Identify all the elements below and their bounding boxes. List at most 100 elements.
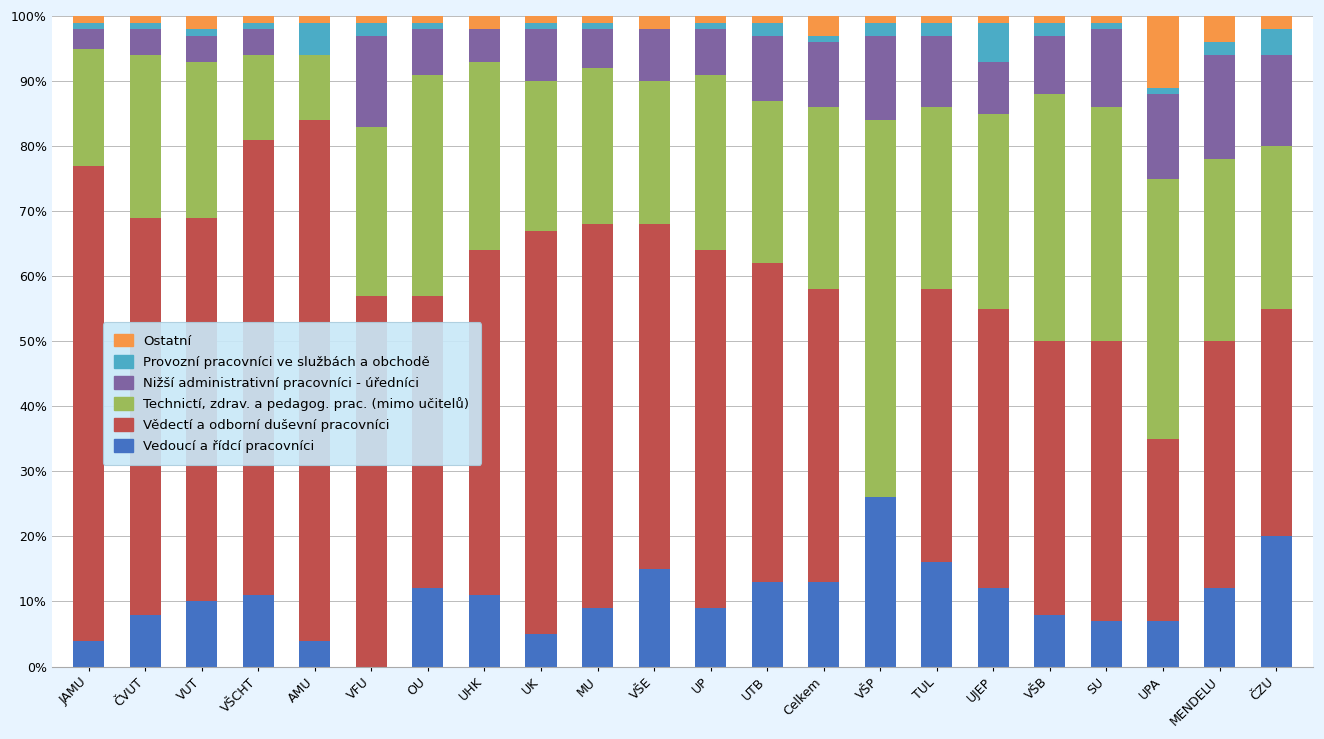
Bar [1034, 94, 1066, 341]
Bar [1034, 341, 1066, 615]
Bar [412, 16, 444, 23]
Bar [922, 35, 952, 107]
Bar [73, 23, 105, 29]
Bar [695, 16, 726, 23]
Bar [865, 497, 896, 667]
Bar [752, 35, 782, 101]
Bar [583, 608, 613, 667]
Bar [808, 16, 839, 35]
Bar [73, 166, 105, 641]
Bar [1034, 615, 1066, 667]
Bar [187, 602, 217, 667]
Bar [752, 582, 782, 667]
Bar [1204, 16, 1235, 42]
Bar [130, 16, 160, 23]
Bar [187, 35, 217, 61]
Bar [1091, 621, 1121, 667]
Bar [1260, 29, 1292, 55]
Bar [130, 23, 160, 29]
Bar [299, 55, 331, 120]
Bar [356, 16, 387, 23]
Bar [695, 608, 726, 667]
Bar [583, 224, 613, 608]
Bar [1260, 16, 1292, 29]
Bar [922, 562, 952, 667]
Bar [1204, 42, 1235, 55]
Bar [526, 231, 556, 634]
Bar [412, 23, 444, 29]
Bar [1148, 179, 1178, 439]
Bar [695, 251, 726, 608]
Bar [469, 29, 500, 61]
Bar [526, 81, 556, 231]
Bar [583, 29, 613, 68]
Bar [412, 588, 444, 667]
Bar [299, 641, 331, 667]
Bar [299, 120, 331, 641]
Bar [1034, 35, 1066, 94]
Bar [695, 29, 726, 75]
Bar [130, 29, 160, 55]
Bar [242, 595, 274, 667]
Bar [356, 23, 387, 35]
Bar [695, 75, 726, 251]
Bar [1091, 107, 1121, 341]
Bar [356, 296, 387, 667]
Bar [1204, 159, 1235, 341]
Bar [865, 16, 896, 23]
Bar [469, 595, 500, 667]
Bar [73, 16, 105, 23]
Bar [1204, 588, 1235, 667]
Bar [583, 68, 613, 224]
Bar [808, 107, 839, 289]
Bar [583, 23, 613, 29]
Bar [865, 120, 896, 497]
Bar [469, 61, 500, 251]
Bar [865, 23, 896, 35]
Bar [978, 588, 1009, 667]
Bar [808, 35, 839, 42]
Bar [978, 114, 1009, 309]
Bar [978, 23, 1009, 61]
Bar [1204, 55, 1235, 159]
Bar [242, 140, 274, 595]
Bar [1260, 537, 1292, 667]
Bar [299, 16, 331, 23]
Bar [526, 16, 556, 23]
Bar [299, 23, 331, 55]
Bar [1260, 309, 1292, 537]
Bar [978, 16, 1009, 23]
Bar [808, 289, 839, 582]
Bar [808, 42, 839, 107]
Bar [865, 35, 896, 120]
Bar [130, 218, 160, 615]
Bar [526, 29, 556, 81]
Bar [922, 107, 952, 289]
Bar [1260, 146, 1292, 309]
Bar [130, 615, 160, 667]
Bar [1148, 439, 1178, 621]
Bar [638, 224, 670, 569]
Bar [1034, 23, 1066, 35]
Bar [526, 634, 556, 667]
Bar [242, 29, 274, 55]
Bar [242, 55, 274, 140]
Bar [922, 289, 952, 562]
Bar [922, 23, 952, 35]
Bar [356, 35, 387, 126]
Bar [73, 29, 105, 49]
Bar [752, 101, 782, 263]
Bar [73, 49, 105, 166]
Bar [1091, 341, 1121, 621]
Bar [1148, 16, 1178, 88]
Bar [187, 218, 217, 602]
Bar [1148, 88, 1178, 94]
Bar [638, 16, 670, 29]
Bar [695, 23, 726, 29]
Bar [242, 23, 274, 29]
Bar [187, 16, 217, 29]
Bar [1148, 621, 1178, 667]
Bar [242, 16, 274, 23]
Bar [1148, 94, 1178, 179]
Bar [583, 16, 613, 23]
